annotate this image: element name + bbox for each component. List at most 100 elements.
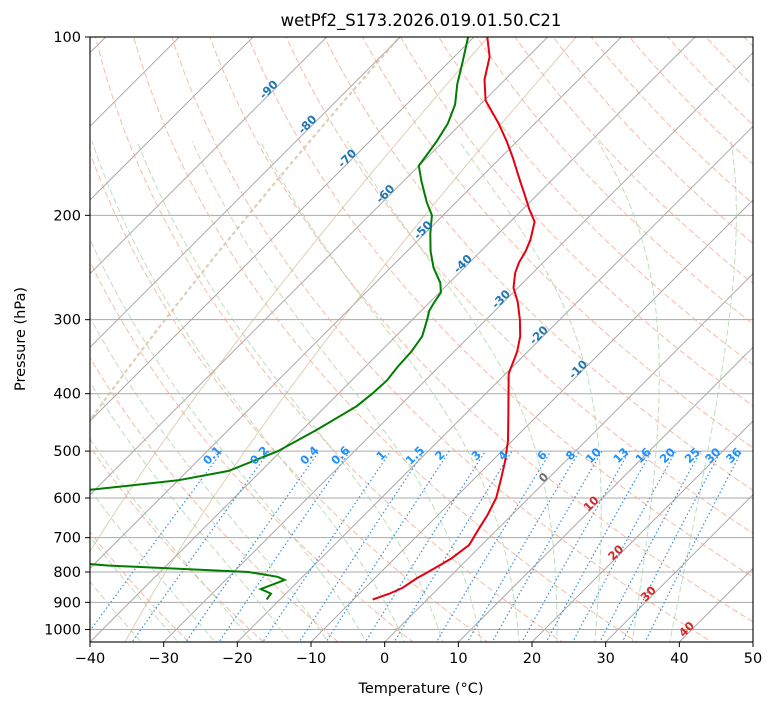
x-tick-label: 40 [670, 651, 688, 667]
isotherm-label: -40 [450, 251, 475, 276]
isotherm-label: -70 [335, 146, 360, 171]
isotherm-line [678, 567, 753, 642]
dry-adiabat [94, 37, 564, 642]
mixing-ratio-line [599, 450, 702, 642]
isotherm-label: 20 [605, 542, 626, 563]
mixing-ratio-label: 1 [373, 448, 389, 464]
dewpoint-profile [90, 37, 470, 601]
isotherm-line [236, 125, 753, 642]
moist-adiabat [136, 141, 444, 642]
isotherm-line [90, 37, 181, 128]
mixing-ratio-line [325, 450, 450, 642]
mixing-ratio-label: 6 [534, 448, 550, 464]
mixing-ratio-line [545, 450, 653, 642]
plot-frame [89, 36, 754, 643]
x-tick-label: −20 [222, 651, 253, 667]
mixing-ratio-label: 1.5 [403, 443, 427, 467]
plot-area [0, 10, 753, 654]
isotherm-line [604, 493, 753, 642]
isotherm-line [90, 37, 328, 275]
moist-adiabat [669, 141, 737, 642]
y-tick-label: 900 [53, 595, 81, 611]
isotherm-line [457, 346, 753, 642]
x-tick-label: 10 [449, 651, 467, 667]
mixing-ratio-line [572, 450, 677, 642]
mixing-ratio-line [185, 450, 320, 642]
isotherm-label: -10 [566, 357, 591, 382]
x-tick-label: −40 [75, 651, 106, 667]
mixing-ratio-line [435, 450, 552, 642]
isotherm-line [752, 641, 753, 642]
x-tick-label: −10 [296, 651, 327, 667]
y-tick-label: 400 [53, 387, 81, 403]
mixing-ratio-line [218, 450, 351, 642]
mixing-ratio-line [491, 450, 603, 642]
mixing-ratio-label: 20 [657, 445, 678, 466]
isotherm-line [0, 10, 59, 654]
isotherm-label: -60 [373, 182, 398, 207]
dry-adiabat [247, 37, 753, 578]
isotherm-label: 0 [536, 470, 552, 486]
dry-adiabat [90, 151, 489, 642]
mixing-ratio-line [621, 450, 722, 642]
mixing-ratio-label: 8 [563, 448, 579, 464]
temperature-profile [372, 37, 536, 601]
dry-adiabat [438, 37, 753, 366]
dry-adiabat [705, 37, 753, 87]
mixing-ratio-label: 25 [682, 445, 703, 466]
moist-adiabat [90, 381, 291, 642]
mixing-ratio-label: 4 [495, 448, 511, 464]
dry-adiabat [590, 37, 753, 205]
mixing-ratio-label: 10 [583, 445, 604, 466]
isotherm-label: -80 [295, 112, 320, 137]
mixing-ratio-line [298, 450, 425, 642]
moist-adiabat [90, 437, 254, 642]
isotherm-label: -20 [526, 323, 551, 348]
mixing-ratio-line [364, 450, 486, 642]
y-axis-label: Pressure (hPa) [13, 287, 29, 391]
x-tick-label: 50 [744, 651, 762, 667]
mixing-ratio-label: 0.4 [297, 443, 321, 467]
reference-curve [124, 37, 577, 642]
moist-adiabat [259, 141, 520, 642]
mixing-ratio-label: 0.6 [328, 443, 352, 467]
isotherm-line [162, 51, 753, 642]
axes: −40 −30 −20 −10 0 10 20 30 40 5010009008007006005… [44, 30, 762, 667]
isotherm-line [90, 37, 549, 496]
mixing-ratio-line [466, 450, 580, 642]
reference-curve [90, 37, 489, 553]
y-tick-label: 100 [53, 30, 81, 46]
x-tick-label: 30 [596, 651, 614, 667]
isotherm-label: -90 [256, 77, 281, 102]
mixing-ratio-label: 3 [468, 448, 484, 464]
x-tick-label: −30 [148, 651, 179, 667]
x-tick-label: 0 [380, 651, 389, 667]
y-tick-label: 500 [53, 444, 81, 460]
moist-adiabat [346, 141, 558, 642]
isotherm-line [90, 37, 696, 642]
dry-adiabat [133, 37, 638, 642]
dry-adiabat [400, 37, 753, 407]
mixing-ratio-label: 13 [610, 445, 631, 466]
isotherm-line [310, 199, 753, 642]
chart-title: wetPf2_S173.2026.019.01.50.C21 [281, 11, 562, 31]
dry-adiabat [90, 260, 414, 642]
y-tick-label: 300 [53, 313, 81, 329]
isotherm-line [90, 37, 254, 201]
mixing-ratio-line [131, 450, 270, 642]
moist-adiabat [191, 141, 482, 642]
mixing-ratio-line [262, 450, 392, 642]
moist-adiabat [90, 316, 329, 642]
y-tick-label: 800 [53, 565, 81, 581]
dry-adiabat [171, 37, 713, 642]
moist-adiabat [458, 141, 602, 642]
x-axis-label: Temperature (°C) [357, 681, 483, 697]
x-tick-label: 20 [523, 651, 541, 667]
dry-adiabat [209, 37, 753, 623]
isotherm-label: 10 [580, 493, 601, 514]
mixing-ratio-label: 16 [632, 445, 653, 466]
isotherm-label: 40 [676, 619, 697, 640]
dry-adiabat [361, 37, 753, 449]
isotherm-line [90, 37, 623, 570]
dry-adiabat [476, 37, 753, 325]
